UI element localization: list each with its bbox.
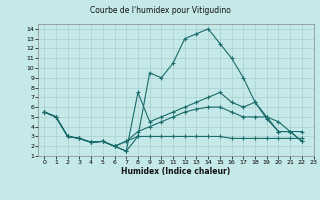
- X-axis label: Humidex (Indice chaleur): Humidex (Indice chaleur): [121, 167, 231, 176]
- Text: Courbe de l'humidex pour Vitigudino: Courbe de l'humidex pour Vitigudino: [90, 6, 230, 15]
